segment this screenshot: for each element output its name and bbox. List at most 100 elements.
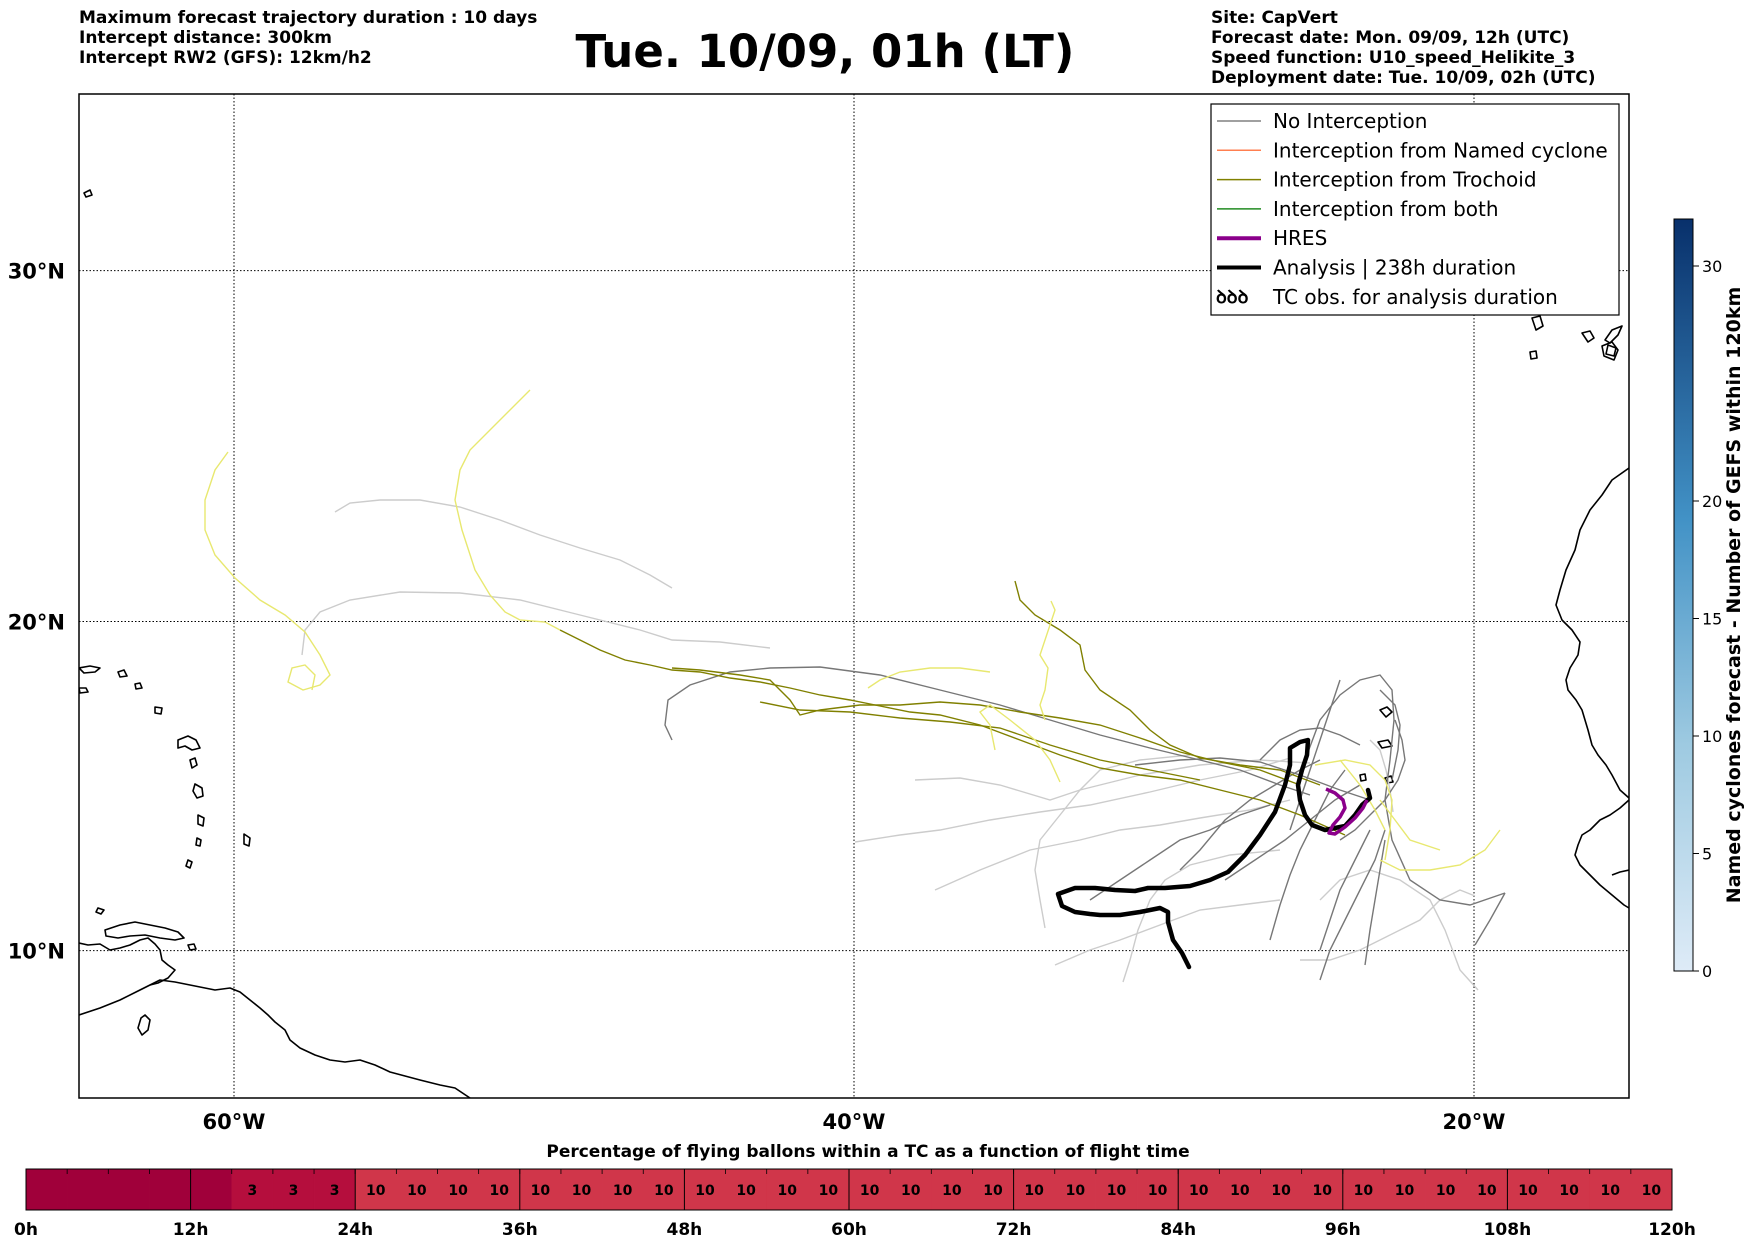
island-dominica [189,757,198,769]
latitude-label: 10°N [8,940,65,964]
forecast-trajectory-line [1474,892,1506,946]
island-curacao [95,907,105,915]
flight-time-value: 10 [1436,1183,1456,1199]
legend-label: Interception from Named cyclone [1273,138,1608,162]
flight-time-cell [1466,1168,1508,1211]
forecast-trajectory-line [1122,849,1281,983]
flight-time-cell [643,1168,685,1211]
intercept-distance-text: Intercept distance: 300km [79,28,332,48]
flight-time-tick-label: 60h [831,1220,867,1240]
island-tobago [187,943,197,951]
flight-time-value: 10 [489,1183,509,1199]
analysis-track-line [1055,737,1373,970]
forecast-trajectory-line [1319,829,1371,951]
flight-time-value: 10 [1642,1183,1662,1199]
flight-time-value: 10 [448,1183,468,1199]
latitude-label: 30°N [8,260,65,284]
flight-time-cell [601,1168,644,1211]
forecast-trajectory-line [664,666,1311,796]
flight-time-value: 10 [1559,1183,1579,1199]
forecast-trajectory-line [1054,899,1281,966]
flight-time-bar: 3 3 3 10 10 10 10 10 10 10 10 10 10 10 10 10 10 10 10 10 10 1… [14,1168,1696,1240]
longitude-label: 40°W [823,1110,886,1134]
legend-label: Interception from both [1273,197,1499,221]
flight-time-cell [972,1168,1014,1211]
analysis-trajectory [1055,737,1373,970]
colorbar-tick-label: 10 [1702,727,1722,746]
timeline-title: Percentage of flying ballons within a TC… [546,1142,1189,1162]
legend-label: Interception from Trochoid [1273,168,1537,192]
forecast-trajectory-line [1364,839,1386,966]
island-virgin [117,669,128,678]
coastline-south-america [79,979,471,1098]
flight-time-cell [190,1168,233,1211]
island-lanzarote [1605,344,1617,357]
forecast-trajectory-line [1319,829,1386,981]
flight-time-value: 10 [1107,1183,1127,1199]
flight-time-tick-label: 0h [14,1220,38,1240]
flight-time-cell [1383,1168,1426,1211]
flight-time-value: 10 [983,1183,1003,1199]
coastline-puerto-rico [79,665,101,674]
forecast-trajectory-line [1014,580,1321,786]
flight-time-value: 10 [366,1183,386,1199]
island-cv-boa-vista [1384,775,1394,784]
flight-time-tick-label: 72h [996,1220,1032,1240]
flight-time-cell [25,1168,68,1211]
flight-time-tick-label: 12h [173,1220,209,1240]
flight-time-value: 10 [736,1183,756,1199]
flight-time-cell [1054,1168,1097,1211]
forecast-trajectory-line [204,451,331,691]
coastline-trinidad [137,1014,151,1036]
coastline-west-africa [1555,467,1629,799]
forecast-trajectory-line [1269,769,1346,941]
island-guadeloupe [177,735,201,751]
forecast-trajectory-line [759,701,1201,781]
island-cv-santo-antao [1379,706,1393,718]
coastline-jamaica [79,687,89,694]
flight-time-value: 10 [901,1183,921,1199]
island-st-lucia [197,814,205,827]
forecast-trajectory-line [1039,600,1056,721]
island-grenada [185,859,193,869]
flight-time-value: 3 [289,1183,299,1199]
flight-time-value: 10 [1354,1183,1374,1199]
legend: No Interception Interception from Named c… [1210,103,1620,316]
flight-time-cell [1219,1168,1261,1211]
forecast-trajectory-line [934,799,1291,891]
island-tenerife [1531,315,1544,331]
flight-time-cell [396,1168,438,1211]
island-la-palma [1529,350,1538,360]
forecast-trajectory-line [1289,679,1341,831]
flight-time-cell [149,1168,191,1211]
colorbar-tick-label: 15 [1702,610,1722,629]
coastline-lake-maracaibo [79,937,176,986]
flight-time-cell [807,1168,850,1211]
forecast-trajectory-line [454,389,561,631]
flight-time-value: 10 [654,1183,674,1199]
map-frame [78,93,1630,1099]
coastline-bermuda [83,189,93,198]
flight-time-cell [766,1168,809,1211]
legend-label: No Interception [1273,109,1427,133]
run-info-left: Maximum forecast trajectory duration : 1… [79,8,537,68]
forecast-trajectory-line [1134,757,1371,801]
flight-time-cell [1548,1168,1590,1211]
island-martinique [192,783,204,799]
flight-time-cell [313,1168,356,1211]
latitude-label: 20°N [8,611,65,635]
colorbar-tick-label: 20 [1702,492,1722,511]
longitude-label: 60°W [203,1110,266,1134]
flight-time-tick-label: 24h [337,1220,373,1240]
forecast-trajectory-line [1379,689,1401,781]
flight-time-value: 10 [1189,1183,1209,1199]
forecast-trajectory-line [1304,674,1506,906]
forecast-trajectory-line [671,667,1301,786]
coastlines [79,189,1629,1098]
flight-time-value: 10 [860,1183,880,1199]
deployment-date-text: Deployment date: Tue. 10/09, 02h (UTC) [1211,68,1596,88]
colorbar-tick-label: 30 [1702,257,1722,276]
island-cv-sao-nicolau [1377,739,1393,749]
forecast-date-text: Forecast date: Mon. 09/09, 12h (UTC) [1211,28,1570,48]
forecast-trajectory-line [1339,719,1406,841]
